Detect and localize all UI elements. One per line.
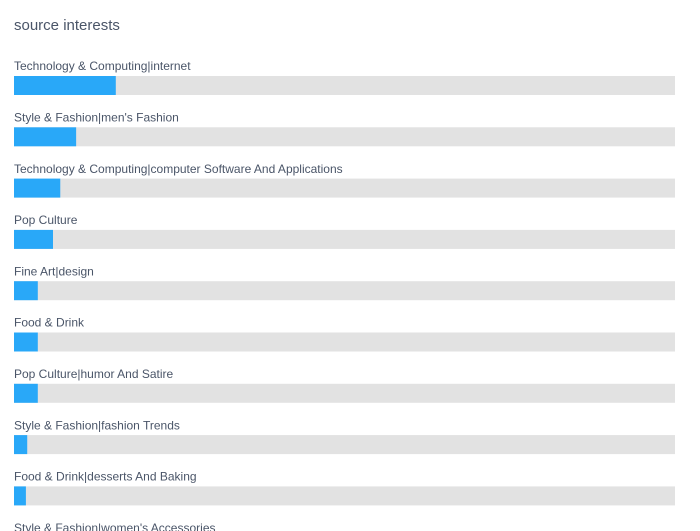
bar-track [14, 281, 675, 301]
bar-label: Fine Art|design [14, 264, 94, 278]
bar-track [14, 229, 675, 249]
bar-label: Style & Fashion|men's Fashion [14, 110, 179, 124]
bar [14, 383, 38, 403]
bar-label: Food & Drink|desserts And Baking [14, 470, 197, 484]
bar-label: Technology & Computing|computer Software… [14, 162, 343, 176]
bar-label: Pop Culture|humor And Satire [14, 367, 174, 381]
bar-track [14, 435, 675, 455]
bar [14, 486, 26, 506]
bar-track [14, 127, 675, 147]
bar-track [14, 332, 675, 352]
bar-track [14, 178, 675, 198]
bar-label: Pop Culture [14, 213, 78, 227]
bar-label: Food & Drink [14, 316, 85, 330]
bar [14, 281, 38, 301]
bar [14, 435, 28, 455]
chart-title: source interests [14, 17, 120, 34]
bar [14, 127, 77, 147]
bar-track [14, 76, 675, 95]
bar-label: Technology & Computing|internet [14, 59, 191, 73]
bar [14, 332, 38, 352]
bar [14, 76, 116, 95]
bar-label: Style & Fashion|fashion Trends [14, 418, 180, 432]
bar-label: Style & Fashion|women's Accessories [14, 521, 216, 531]
bar-track [14, 486, 675, 506]
bar [14, 178, 61, 198]
bar-track [14, 383, 675, 403]
bar [14, 229, 53, 249]
